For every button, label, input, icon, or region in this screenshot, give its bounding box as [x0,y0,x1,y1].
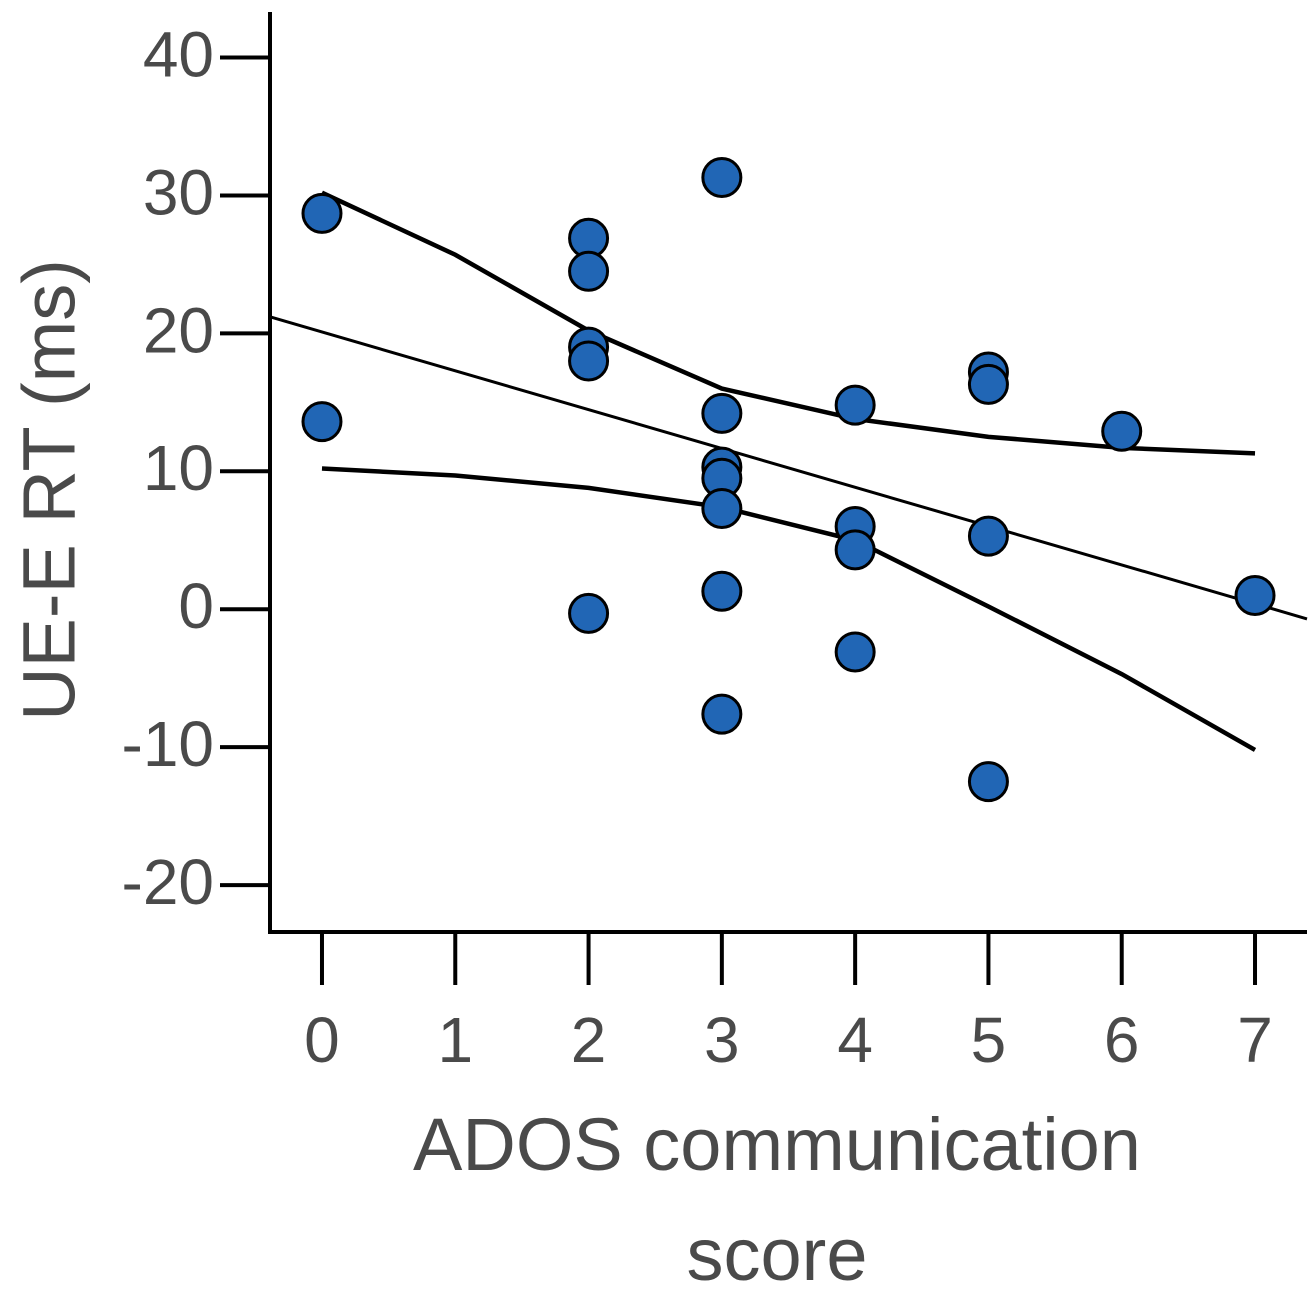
y-tick-label: 0 [178,570,214,642]
point [301,401,343,443]
y-tick-label: 30 [143,156,214,228]
point [568,250,610,292]
point [701,392,743,434]
point [1101,410,1143,452]
fit-line [321,466,1257,752]
point [834,384,876,426]
point [568,340,610,382]
x-tick-label: 2 [571,1004,607,1076]
point [568,592,610,634]
x-tick-label: 0 [304,1004,340,1076]
point [701,157,743,199]
point [967,363,1009,405]
y-tick-label: -10 [122,708,215,780]
y-tick-label: 20 [143,294,214,366]
fit-line [321,190,1256,456]
point [967,761,1009,803]
point [301,192,343,234]
y-axis-title: UE-E RT (ms) [8,259,91,721]
x-tick-label: 1 [437,1004,473,1076]
point [701,488,743,530]
y-tick-label: 40 [143,18,214,90]
x-tick-label: 7 [1237,1004,1273,1076]
x-tick-label: 3 [704,1004,740,1076]
point [1234,574,1276,616]
x-tick-label: 5 [971,1004,1007,1076]
x-tick-label: 6 [1104,1004,1140,1076]
point [701,693,743,735]
x-tick-label: 4 [837,1004,873,1076]
point [967,515,1009,557]
point [834,631,876,673]
fit-line [269,315,1308,621]
y-tick-label: 10 [143,432,214,504]
point [701,570,743,612]
x-axis-title: ADOS communication score [413,1103,1141,1296]
y-tick-label: -20 [122,846,215,918]
point [834,529,876,571]
